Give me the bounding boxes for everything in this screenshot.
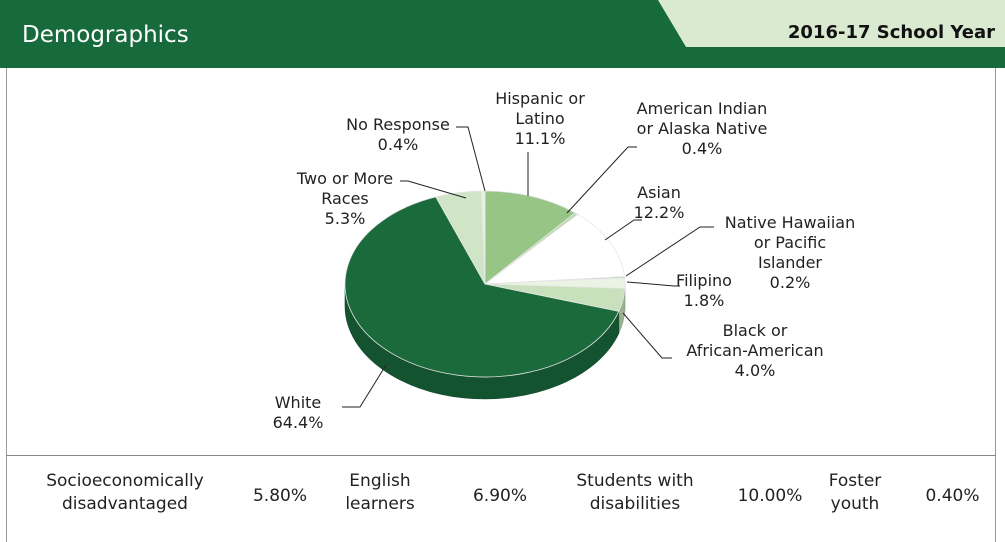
stat-label-foster-youth: Foster youth (828, 471, 882, 514)
leader-line-filipino (626, 281, 680, 287)
stat-label-socioeconomic: Socioeconomically disadvantaged (46, 471, 204, 514)
stats-separator (6, 455, 996, 456)
data-label-hispanic-or-latino: Hispanic or Latino 11.1% (495, 89, 585, 148)
leader-line-two-or-more-races (400, 180, 467, 199)
data-label-american-indian-or-alaska-native: American Indian or Alaska Native 0.4% (637, 99, 768, 158)
leader-line-white (342, 364, 387, 408)
left-border (6, 68, 7, 542)
demographics-pie-chart: Hispanic or Latino 11.1% American Indian or … (273, 89, 856, 432)
stat-label-english-learners: English learners (345, 471, 415, 514)
data-label-native-hawaiian-or-pacific-islander: Native Hawaiian or Pacific Islander 0.2% (725, 213, 855, 292)
page-title: Demographics (22, 22, 189, 48)
stat-value-foster-youth: 0.40% (925, 486, 980, 506)
header-background (0, 0, 1005, 68)
header-bar: Demographics 2016-17 School Year (0, 0, 1005, 68)
data-label-two-or-more-races: Two or More Races 5.3% (296, 169, 393, 228)
stat-value-socioeconomic: 5.80% (252, 486, 307, 506)
right-border (995, 68, 996, 542)
year-tab (658, 0, 1005, 47)
leader-line-american-indian-or-alaska-native (566, 146, 637, 214)
stat-value-english-learners: 6.90% (472, 486, 527, 506)
data-label-filipino: Filipino 1.8% (676, 271, 732, 310)
data-label-asian: Asian 12.2% (634, 183, 685, 222)
stat-value-disabilities: 10.00% (737, 486, 803, 506)
pie-slice-hispanic-or-latino (484, 190, 576, 285)
leader-line-black-or-african-american (622, 312, 672, 359)
leader-line-native-hawaiian-or-pacific-islander (625, 226, 714, 277)
data-label-no-response: No Response 0.4% (346, 115, 450, 154)
data-label-black-or-african-american: Black or African-American 4.0% (686, 321, 823, 380)
pie-slice-asian (483, 213, 626, 285)
pie-slice-white (344, 196, 620, 378)
leader-line-no-response (456, 126, 486, 192)
school-year-label: 2016-17 School Year (787, 22, 995, 43)
data-label-white: White 64.4% (273, 393, 324, 432)
stat-label-disabilities: Students with disabilities (576, 471, 694, 514)
leader-line-asian (604, 219, 642, 241)
